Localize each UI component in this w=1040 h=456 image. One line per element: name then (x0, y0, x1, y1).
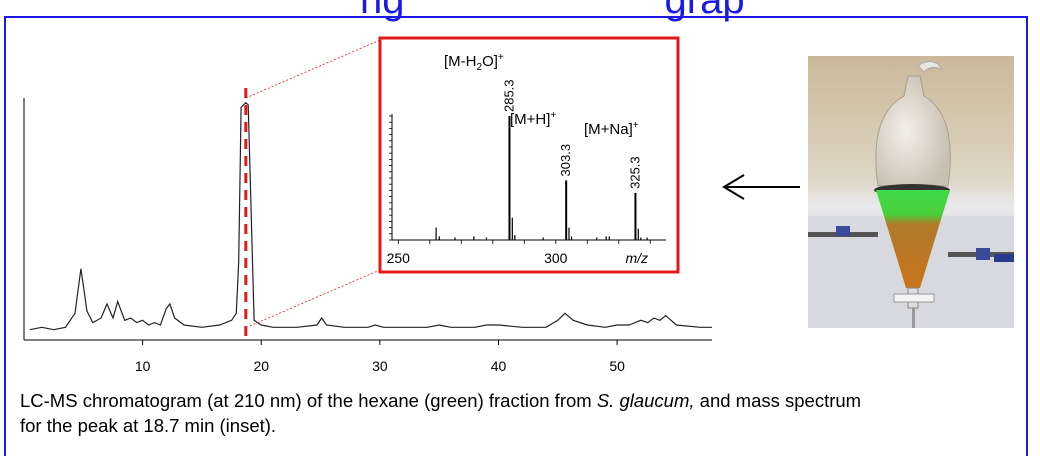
content-frame (4, 16, 1028, 456)
chromatogram-x-tick-label: 40 (491, 358, 507, 374)
chromatogram-x-tick-label: 10 (135, 358, 151, 374)
inset-border (378, 36, 680, 274)
mass-spectrum-inset: 250 300 285.3 303.3 325.3 m/z [M-H2O]+ [M+H… (378, 36, 680, 274)
chromatogram-x-tick-label: 20 (253, 358, 269, 374)
caption-species: S. glaucum, (596, 390, 695, 411)
figure-caption: LC-MS chromatogram (at 210 nm) of the he… (20, 388, 880, 438)
inset-x-tick-label: 250 (387, 250, 411, 266)
inset-x-ticks: 250 300 (387, 240, 651, 266)
inset-peaks (435, 116, 648, 240)
chromatogram-ticks: 10 20 30 40 50 (135, 340, 625, 374)
inset-peak-labels: 285.3 303.3 325.3 (501, 79, 642, 188)
chromatogram-x-tick-label: 50 (609, 358, 625, 374)
inset-y-ticks (389, 115, 392, 241)
ms-peak-label: 325.3 (627, 156, 642, 189)
chromatogram-trace (29, 101, 712, 331)
inset-x-tick-label: 300 (544, 250, 568, 266)
caption-text-2: and mass spectrum for the peak at 18.7 m… (20, 390, 862, 436)
inset-x-axis-label: m/z (625, 250, 648, 266)
caption-text-1: LC-MS chromatogram (at 210 nm) of the he… (20, 390, 597, 411)
zoom-connector-top (245, 39, 381, 99)
ion-label-protonated: [M+H]+ (510, 110, 556, 128)
ms-peak-label: 285.3 (501, 79, 516, 112)
ms-peak-label: 303.3 (558, 144, 573, 177)
ion-label-sodiated: [M+Na]+ (584, 120, 639, 138)
zoom-connector-bottom (249, 269, 381, 327)
ion-label-h2o-loss: [M-H2O]+ (444, 52, 504, 73)
chromatogram-x-tick-label: 30 (372, 358, 388, 374)
separatory-funnel-photo (808, 56, 1014, 328)
arrow-left-icon (722, 174, 800, 200)
